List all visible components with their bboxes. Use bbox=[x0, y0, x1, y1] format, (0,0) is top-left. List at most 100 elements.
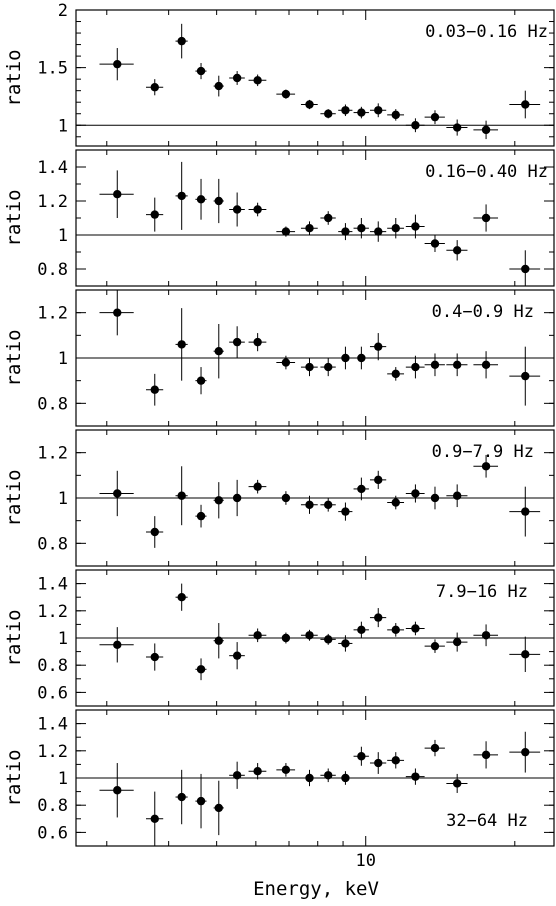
data-marker bbox=[411, 362, 420, 372]
data-point bbox=[473, 454, 499, 478]
data-marker bbox=[324, 362, 333, 372]
data-marker bbox=[305, 362, 314, 372]
data-point bbox=[99, 48, 134, 81]
y-axis-label: ratio bbox=[3, 189, 25, 246]
data-marker bbox=[430, 112, 440, 122]
data-point bbox=[276, 355, 296, 370]
data-point bbox=[446, 353, 468, 377]
data-point bbox=[99, 170, 134, 218]
data-marker bbox=[452, 637, 462, 647]
data-point bbox=[300, 99, 318, 110]
data-marker bbox=[196, 511, 206, 521]
data-marker bbox=[521, 747, 530, 757]
data-point bbox=[175, 308, 188, 381]
data-marker bbox=[391, 224, 400, 233]
data-point bbox=[175, 466, 188, 526]
data-marker bbox=[374, 106, 383, 115]
data-point bbox=[99, 627, 134, 663]
data-marker bbox=[214, 347, 223, 356]
y-tick-label: 1.2 bbox=[37, 304, 68, 324]
data-marker bbox=[341, 773, 350, 783]
data-point bbox=[175, 769, 188, 825]
data-point bbox=[424, 110, 445, 125]
y-tick-label: 0.6 bbox=[37, 683, 68, 703]
y-tick-label: 1 bbox=[58, 489, 68, 509]
data-point bbox=[353, 746, 369, 766]
data-marker bbox=[411, 489, 420, 498]
frequency-band-label: 0.03−0.16 Hz bbox=[425, 22, 548, 42]
data-marker bbox=[113, 308, 122, 317]
data-point bbox=[424, 739, 445, 757]
data-marker bbox=[305, 500, 314, 509]
data-point bbox=[473, 351, 499, 379]
data-point bbox=[276, 226, 296, 237]
data-point bbox=[320, 358, 336, 377]
data-marker bbox=[430, 493, 440, 503]
data-point bbox=[353, 106, 369, 119]
data-point bbox=[509, 250, 541, 286]
data-marker bbox=[374, 342, 383, 351]
y-axis-label: ratio bbox=[3, 49, 25, 106]
data-marker bbox=[374, 475, 383, 485]
y-tick-label: 1.2 bbox=[37, 602, 68, 622]
data-point bbox=[405, 214, 425, 239]
data-marker bbox=[481, 213, 491, 223]
x-axis-label: Energy, keV bbox=[253, 878, 379, 900]
data-marker bbox=[452, 779, 462, 788]
data-marker bbox=[305, 773, 314, 783]
data-marker bbox=[521, 507, 530, 516]
data-marker bbox=[357, 353, 366, 363]
data-marker bbox=[196, 796, 206, 806]
data-point bbox=[405, 355, 425, 379]
data-marker bbox=[196, 195, 206, 204]
data-marker bbox=[253, 767, 262, 776]
data-point bbox=[195, 773, 207, 829]
data-point bbox=[446, 240, 468, 261]
data-point bbox=[229, 642, 245, 670]
data-marker bbox=[253, 482, 262, 491]
data-marker bbox=[521, 650, 530, 659]
data-marker bbox=[411, 772, 420, 781]
data-marker bbox=[232, 73, 242, 83]
data-marker bbox=[150, 83, 159, 92]
data-marker bbox=[481, 750, 491, 760]
data-marker bbox=[281, 227, 291, 236]
y-tick-label: 0.8 bbox=[37, 656, 68, 676]
data-point bbox=[248, 74, 267, 87]
data-point bbox=[99, 470, 134, 517]
data-point bbox=[213, 75, 224, 97]
data-point bbox=[145, 197, 164, 232]
data-marker bbox=[253, 337, 262, 347]
data-point bbox=[248, 333, 267, 352]
y-tick-label: 0.8 bbox=[37, 260, 68, 280]
y-tick-label: 1 bbox=[58, 629, 68, 649]
y-axis-label: ratio bbox=[3, 749, 25, 806]
data-marker bbox=[452, 491, 462, 500]
data-point bbox=[145, 791, 164, 846]
data-point bbox=[229, 761, 245, 789]
data-marker bbox=[391, 625, 400, 635]
data-point bbox=[213, 623, 224, 659]
data-point bbox=[99, 763, 134, 818]
frequency-band-label: 0.16−0.40 Hz bbox=[425, 162, 548, 182]
data-marker bbox=[177, 491, 186, 500]
data-marker bbox=[324, 500, 333, 509]
data-marker bbox=[341, 106, 350, 115]
data-point bbox=[175, 161, 188, 230]
data-point bbox=[229, 326, 245, 358]
data-point bbox=[509, 486, 541, 537]
data-point bbox=[509, 731, 541, 773]
data-marker bbox=[357, 484, 366, 494]
data-marker bbox=[521, 100, 530, 109]
plot-frame bbox=[75, 9, 555, 147]
data-marker bbox=[150, 527, 159, 537]
y-tick-label: 1 bbox=[58, 349, 68, 369]
data-point bbox=[300, 358, 318, 377]
data-marker bbox=[150, 814, 159, 823]
data-point bbox=[446, 773, 468, 793]
data-marker bbox=[430, 743, 440, 753]
data-point bbox=[248, 763, 267, 780]
panel-3: 0.8 1 1.2 ratio 0.4−0.9 Hz bbox=[3, 289, 555, 427]
data-point bbox=[248, 479, 267, 494]
data-point bbox=[473, 120, 499, 140]
